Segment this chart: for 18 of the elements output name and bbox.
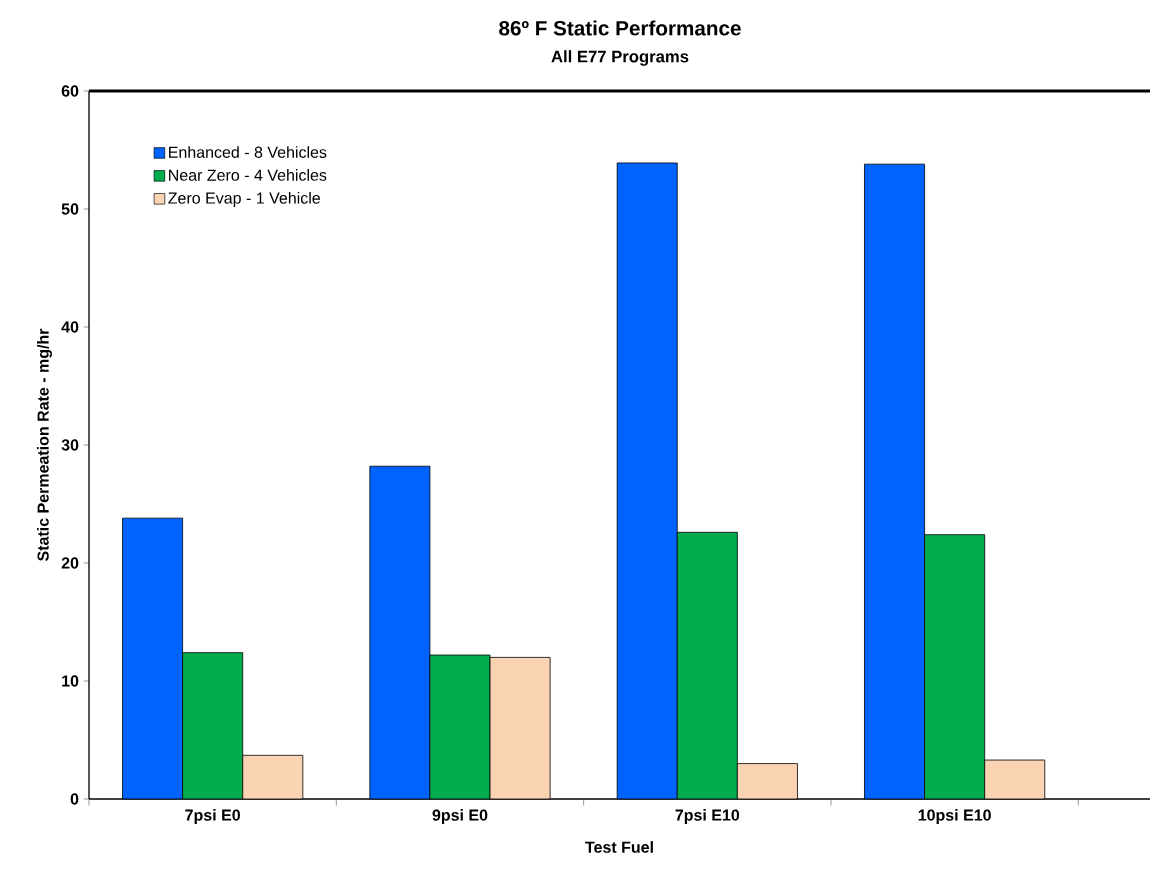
legend-label: Near Zero - 4 Vehicles xyxy=(169,169,327,181)
chart-title: 86º F Static Performance xyxy=(499,20,741,36)
y-tick-label: 50 xyxy=(61,203,79,215)
chart-subtitle: All E77 Programs xyxy=(551,50,689,66)
x-tick-label: 10psi E10 xyxy=(918,809,991,824)
y-tick-label: 60 xyxy=(61,85,79,97)
y-axis-title: Static Permeation Rate - mg/hr xyxy=(37,328,53,561)
y-tick-label: 30 xyxy=(61,439,79,451)
y-tick-label: 0 xyxy=(70,793,79,805)
y-tick-label: 40 xyxy=(61,321,79,333)
x-tick-label: 7psi E10 xyxy=(675,809,740,824)
x-tick-label: 9psi E0 xyxy=(432,809,488,824)
x-axis-title: Test Fuel xyxy=(585,841,653,853)
y-tick-label: 20 xyxy=(61,557,79,569)
legend-label: Enhanced - 8 Vehicles xyxy=(169,146,327,158)
y-tick-label: 10 xyxy=(62,675,79,687)
legend-label: Zero Evap - 1 Vehicle xyxy=(168,192,320,207)
x-tick-label: 7psi E0 xyxy=(185,809,241,824)
